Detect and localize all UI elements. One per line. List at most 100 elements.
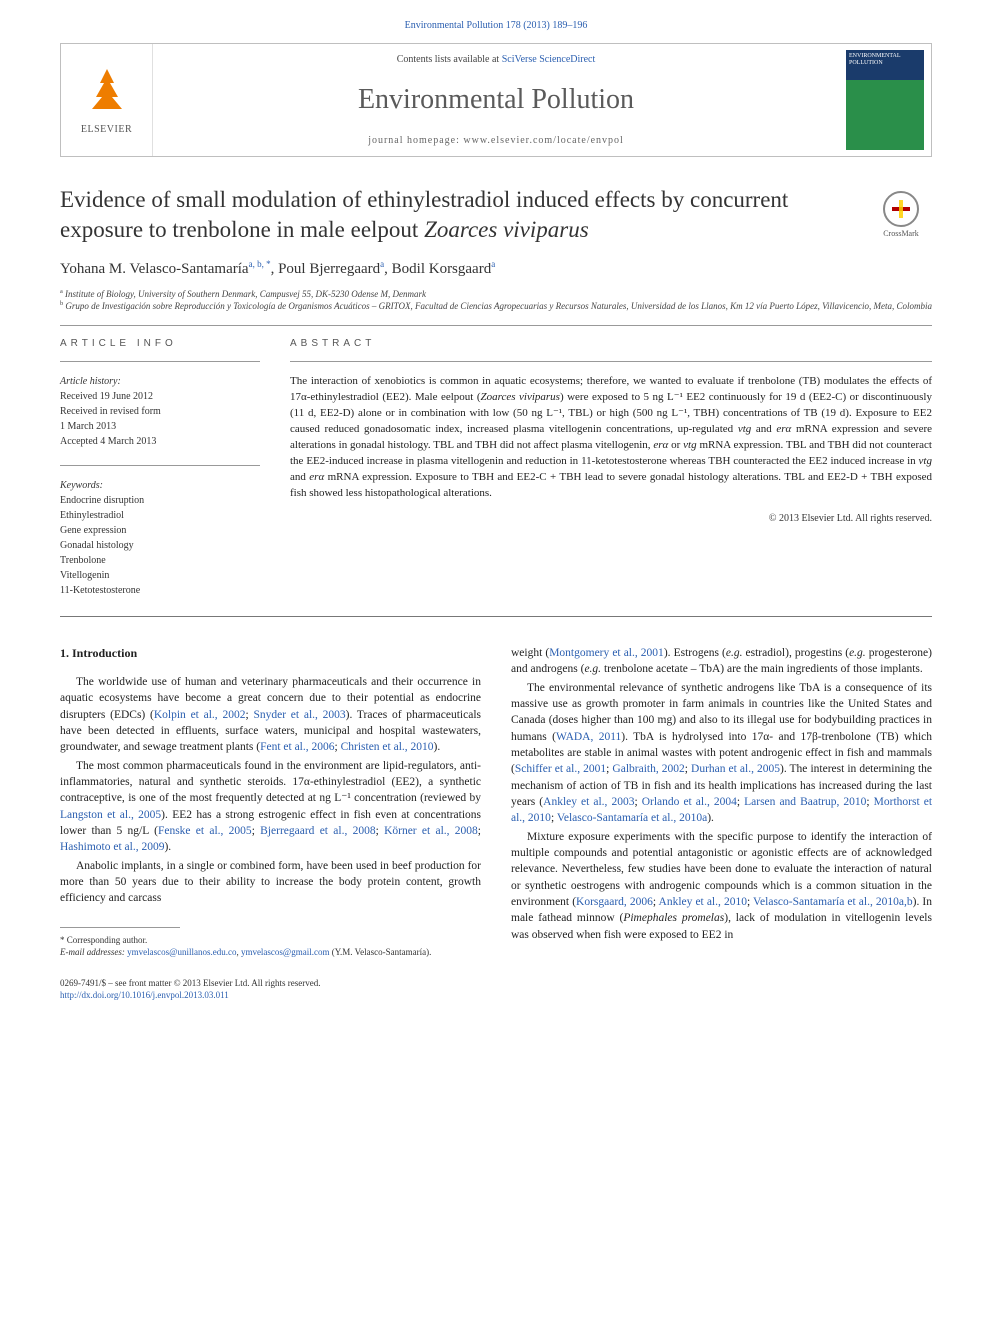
text-run: ; bbox=[866, 796, 873, 808]
text-run: ). Estrogens ( bbox=[664, 647, 726, 659]
author-1-aff: a, b, bbox=[249, 259, 267, 269]
citation-link[interactable]: Christen et al., 2010 bbox=[341, 741, 434, 753]
sciencedirect-link[interactable]: SciVerse ScienceDirect bbox=[502, 54, 596, 65]
citation-link[interactable]: Korsgaard, 2006 bbox=[576, 896, 653, 908]
section-heading: 1. Introduction bbox=[60, 645, 481, 662]
author-3-aff: a bbox=[491, 259, 495, 269]
copyright-line: © 2013 Elsevier Ltd. All rights reserved… bbox=[290, 513, 932, 524]
author-1[interactable]: Yohana M. Velasco-Santamaría bbox=[60, 261, 249, 277]
citation-line: Environmental Pollution 178 (2013) 189–1… bbox=[60, 20, 932, 31]
keyword-item: Gene expression bbox=[60, 523, 260, 538]
text-run: ; bbox=[252, 825, 260, 837]
journal-cover-thumbnail[interactable]: ENVIRONMENTAL POLLUTION bbox=[846, 50, 924, 150]
contents-line: Contents lists available at SciVerse Sci… bbox=[161, 54, 831, 65]
italic-term: erα bbox=[653, 439, 668, 451]
text-run: weight ( bbox=[511, 647, 549, 659]
citation-link[interactable]: Langston et al., 2005 bbox=[60, 809, 161, 821]
italic-term: Zoarces viviparus bbox=[480, 391, 559, 403]
cover-cell: ENVIRONMENTAL POLLUTION bbox=[839, 44, 931, 156]
citation-link[interactable]: Kolpin et al., 2002 bbox=[154, 709, 246, 721]
affiliation-a-text: Institute of Biology, University of Sout… bbox=[65, 289, 426, 299]
citation-link[interactable]: Körner et al., 2008 bbox=[384, 825, 478, 837]
keyword-item: 11-Ketotestosterone bbox=[60, 583, 260, 598]
keyword-item: Trenbolone bbox=[60, 553, 260, 568]
citation-link[interactable]: Velasco-Santamaría et al., 2010a,b bbox=[753, 896, 913, 908]
divider bbox=[290, 361, 932, 362]
author-3[interactable]: Bodil Korsgaard bbox=[392, 261, 492, 277]
cover-title: ENVIRONMENTAL POLLUTION bbox=[846, 50, 924, 69]
received-date: Received 19 June 2012 bbox=[60, 389, 260, 404]
abstract-text: The interaction of xenobiotics is common… bbox=[290, 374, 932, 502]
crossmark-badge[interactable]: CrossMark bbox=[870, 191, 932, 238]
authors-line: Yohana M. Velasco-Santamaríaa, b, *, Pou… bbox=[60, 259, 932, 278]
keyword-item: Gonadal histology bbox=[60, 538, 260, 553]
keyword-item: Endocrine disruption bbox=[60, 493, 260, 508]
affiliations: a Institute of Biology, University of So… bbox=[60, 288, 932, 313]
title-row: Evidence of small modulation of ethinyle… bbox=[60, 185, 932, 245]
citation-link[interactable]: Schiffer et al., 2001 bbox=[515, 763, 606, 775]
italic-term: e.g. bbox=[849, 647, 866, 659]
title-species: Zoarces viviparus bbox=[424, 217, 589, 242]
italic-term: e.g. bbox=[726, 647, 743, 659]
citation-link[interactable]: Fent et al., 2006 bbox=[260, 741, 334, 753]
publisher-name: ELSEVIER bbox=[81, 124, 132, 135]
citation-link[interactable]: WADA, 2011 bbox=[556, 731, 621, 743]
italic-term: erα bbox=[309, 471, 324, 483]
revised-label: Received in revised form bbox=[60, 404, 260, 419]
divider bbox=[60, 325, 932, 326]
author-2-aff: a bbox=[380, 259, 384, 269]
body-paragraph: The environmental relevance of synthetic… bbox=[511, 680, 932, 827]
body-paragraph: The worldwide use of human and veterinar… bbox=[60, 674, 481, 756]
text-run: estradiol), progestins ( bbox=[742, 647, 849, 659]
abstract-label: ABSTRACT bbox=[290, 338, 932, 349]
citation-link[interactable]: Galbraith, 2002 bbox=[612, 763, 684, 775]
keywords-block: Keywords: Endocrine disruptionEthinylest… bbox=[60, 478, 260, 598]
author-2[interactable]: Poul Bjerregaard bbox=[278, 261, 380, 277]
email-2[interactable]: ymvelascos@gmail.com bbox=[241, 947, 330, 957]
italic-term: vtg bbox=[683, 439, 696, 451]
citation-link[interactable]: Durhan et al., 2005 bbox=[691, 763, 780, 775]
author-1-corr: * bbox=[266, 259, 271, 269]
citation-link[interactable]: Montgomery et al., 2001 bbox=[549, 647, 664, 659]
text-run: ). bbox=[164, 841, 171, 853]
homepage-prefix: journal homepage: bbox=[368, 135, 463, 146]
homepage-line: journal homepage: www.elsevier.com/locat… bbox=[161, 135, 831, 146]
citation-link[interactable]: Bjerregaard et al., 2008 bbox=[260, 825, 375, 837]
header-center: Contents lists available at SciVerse Sci… bbox=[153, 44, 839, 156]
email-1[interactable]: ymvelascos@unillanos.edu.co bbox=[127, 947, 236, 957]
history-label: Article history: bbox=[60, 374, 260, 389]
keywords-label: Keywords: bbox=[60, 478, 260, 493]
text-run: Anabolic implants, in a single or combin… bbox=[60, 860, 481, 905]
citation-link[interactable]: Velasco-Santamaría et al., 2010a bbox=[557, 812, 707, 824]
issn-line: 0269-7491/$ – see front matter © 2013 El… bbox=[60, 977, 932, 990]
affiliation-b-text: Grupo de Investigación sobre Reproducció… bbox=[65, 301, 932, 311]
citation-link[interactable]: Ankley et al., 2010 bbox=[659, 896, 747, 908]
italic-term: e.g. bbox=[584, 663, 601, 675]
citation-link[interactable]: Larsen and Baatrup, 2010 bbox=[744, 796, 866, 808]
elsevier-logo[interactable]: ELSEVIER bbox=[71, 60, 143, 140]
doi-link[interactable]: http://dx.doi.org/10.1016/j.envpol.2013.… bbox=[60, 990, 229, 1000]
citation-link[interactable]: Orlando et al., 2004 bbox=[642, 796, 737, 808]
citation-link[interactable]: Ankley et al., 2003 bbox=[543, 796, 634, 808]
text-run: ). bbox=[707, 812, 714, 824]
body-paragraph: weight (Montgomery et al., 2001). Estrog… bbox=[511, 645, 932, 678]
abstract-run: and bbox=[751, 423, 776, 435]
text-run: The most common pharmaceuticals found in… bbox=[60, 760, 481, 805]
abstract-run: and bbox=[290, 471, 309, 483]
left-paragraphs: The worldwide use of human and veterinar… bbox=[60, 674, 481, 907]
left-column: 1. Introduction The worldwide use of hum… bbox=[60, 645, 481, 959]
article-info-label: ARTICLE INFO bbox=[60, 338, 260, 349]
abstract-run: mRNA expression. Exposure to TBH and EE2… bbox=[290, 471, 932, 499]
journal-header: ELSEVIER Contents lists available at Sci… bbox=[60, 43, 932, 157]
keywords-list: Endocrine disruptionEthinylestradiolGene… bbox=[60, 493, 260, 598]
body-paragraph: Mixture exposure experiments with the sp… bbox=[511, 829, 932, 943]
crossmark-icon bbox=[883, 191, 919, 227]
citation-link[interactable]: Fenske et al., 2005 bbox=[158, 825, 252, 837]
text-run: ; bbox=[634, 796, 641, 808]
homepage-url[interactable]: www.elsevier.com/locate/envpol bbox=[463, 135, 623, 146]
citation-link[interactable]: Snyder et al., 2003 bbox=[253, 709, 345, 721]
divider bbox=[60, 361, 260, 362]
article-info-column: ARTICLE INFO Article history: Received 1… bbox=[60, 338, 260, 598]
citation-link[interactable]: Hashimoto et al., 2009 bbox=[60, 841, 164, 853]
text-run: ; bbox=[478, 825, 481, 837]
